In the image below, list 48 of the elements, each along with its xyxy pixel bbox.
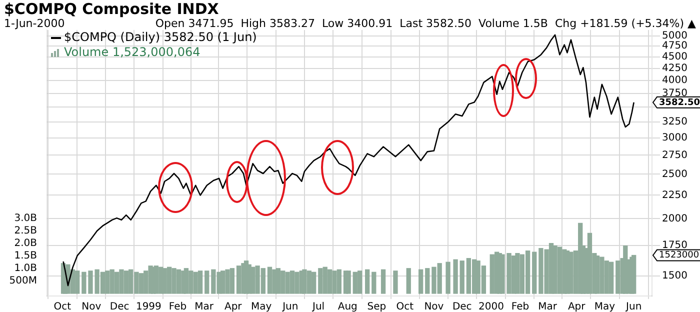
y2-tick-label: 2.5B [14, 225, 38, 236]
x-tick-label: Nov [82, 302, 102, 312]
x-tick-label: Oct [54, 302, 72, 312]
x-tick-label: Oct [396, 302, 414, 312]
legend-label: Volume 1,523,000,064 [64, 45, 200, 60]
x-tick-label: Jun [625, 302, 642, 312]
y-tick-label: 5000 [662, 30, 688, 42]
y-tick-label: 1750 [662, 240, 688, 251]
x-tick-label: Aug [338, 302, 358, 312]
y-tick-label: 4000 [662, 75, 688, 86]
y-tick-label: 2750 [662, 150, 688, 161]
annotation: 3582.50 [659, 98, 700, 108]
x-tick-label: May [594, 302, 616, 312]
text: 1523000 [659, 250, 700, 261]
x-tick-label: Mar [538, 302, 558, 312]
y2-tick-label: 2.0B [14, 238, 38, 249]
y2-tick-label: 500M [9, 276, 37, 287]
y-tick-label: 4750 [662, 40, 688, 52]
y2-tick-label: 3.0B [14, 212, 38, 224]
x-tick-label: Dec [110, 302, 130, 312]
x-tick-label: Apr [224, 302, 243, 312]
y-tick-label: 2500 [662, 168, 688, 180]
x-tick-label: May [250, 302, 272, 312]
chart-title: $COMPQ Composite INDX [4, 0, 219, 18]
x-tick-label: 2000 [478, 302, 504, 312]
x-tick-label: Mar [194, 302, 214, 312]
x-tick-label: 1999 [136, 302, 162, 312]
x-tick-label: Jun [282, 302, 298, 312]
x-tick-label: Nov [424, 302, 444, 312]
x-tick-label: Feb [168, 302, 187, 312]
y-tick-label: 3250 [662, 116, 688, 128]
y2-tick-label: 1.0B [14, 262, 38, 274]
y-tick-label: 1500 [662, 270, 688, 282]
x-tick-label: Sep [367, 302, 386, 312]
y-tick-label: 4500 [662, 52, 688, 63]
y-tick-label: 2000 [662, 213, 688, 224]
text: Open 3471.95 High 3583.27 Low 3400.91 Last 3582.50 Volume 1.5B Chg +181.59 (+5.34%) ▲ [155, 17, 696, 30]
x-tick-label: Feb [511, 302, 530, 312]
y-tick-label: 3000 [662, 132, 688, 144]
x-tick-label: Apr [568, 302, 586, 312]
y-tick-label: 3750 [662, 88, 688, 99]
x-tick-label: Jul [311, 302, 325, 312]
chart-subtitle: 1-Jun-2000 [4, 17, 65, 30]
y2-tick-label: 1.5B [14, 250, 38, 262]
x-tick-label: Dec [452, 302, 472, 312]
legend-label: $COMPQ (Daily) 3582.50 (1 Jun) [64, 30, 257, 44]
y-tick-label: 2250 [662, 190, 688, 201]
y-tick-label: 4250 [662, 62, 688, 74]
